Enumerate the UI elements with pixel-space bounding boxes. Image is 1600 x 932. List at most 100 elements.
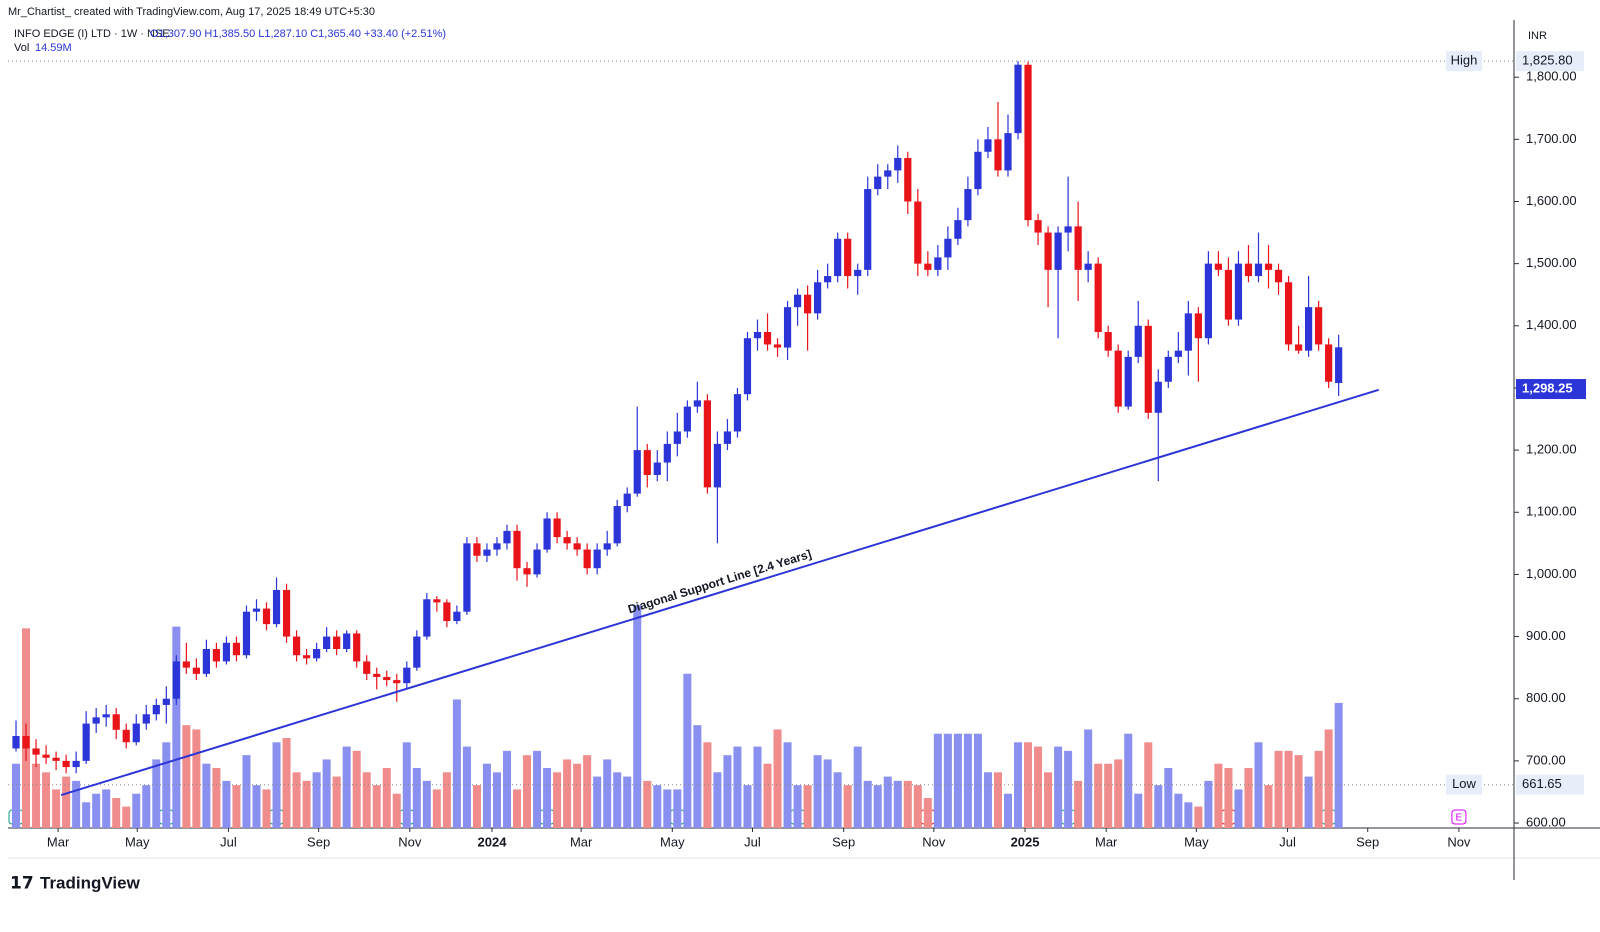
y-tick-label: 1,400.00 [1526,317,1577,332]
volume-bar [102,789,111,828]
candle-body [643,450,651,475]
candle-body [72,760,80,768]
candle-body [393,680,401,684]
volume-bar [923,798,932,828]
volume-bar [1034,746,1043,828]
volume-bar [462,746,471,828]
candle-body [302,655,311,659]
candle-body [934,257,942,270]
volume-bar [1104,763,1113,828]
volume-bar [823,759,832,828]
candle-body [874,176,882,190]
candle-body [1274,269,1283,283]
volume-bar [713,772,722,828]
volume-bar [1284,750,1293,828]
candle-body [62,760,70,768]
candle-body [232,642,241,656]
candle-body [112,714,120,730]
volume-bar [132,793,141,828]
candle-body [1214,263,1223,270]
volume-bar [232,785,241,828]
low-tag: Low [1452,776,1476,791]
volume-bar [242,755,251,828]
candle-body [713,443,722,488]
candle-body [663,443,671,463]
y-tick-label: 1,100.00 [1526,504,1577,519]
candle-body [533,549,541,575]
volume-bar [42,772,51,828]
y-tick-label: 600.00 [1526,814,1566,829]
x-tick-label: Nov [398,834,422,849]
volume-bar [1134,793,1143,828]
volume-bar [513,789,522,828]
volume-bar [933,733,942,828]
candle-body [1044,232,1052,270]
volume-bar [1234,789,1243,828]
volume-bar [1084,729,1093,828]
y-tick-label: 700.00 [1526,752,1566,767]
candle-body [313,648,321,659]
candle-body [1184,313,1192,351]
currency: INR [1528,30,1547,42]
volume-bar [1324,729,1333,828]
candle-body [834,238,842,277]
candle-body [1284,282,1293,345]
candle-body [132,723,140,743]
candle-body [673,431,681,444]
candle-body [753,332,762,339]
brand-logo: 𝟭𝟳 [10,873,34,892]
volume-bar [603,759,612,828]
volume-bar [282,738,291,828]
x-tick-label: Mar [47,834,70,849]
volume-bar [82,802,91,828]
candle-body [763,332,772,345]
x-tick-label: Sep [832,834,855,849]
volume-bar [593,776,602,828]
volume-bar [643,780,652,828]
credit: Mr_Chartist_ created with TradingView.co… [8,6,375,18]
candle-body [1064,226,1072,233]
candle-body [1014,64,1022,134]
candle-body [1094,263,1102,333]
y-tick-label: 800.00 [1526,690,1566,705]
candle-body [854,269,862,277]
candle-body [1004,133,1012,171]
y-tick-label: 1,600.00 [1526,193,1577,208]
volume-bar [1054,746,1063,828]
candle-body [32,748,40,755]
candle-body [292,636,301,656]
low-price-bg [1516,774,1584,795]
candle-body [523,568,531,575]
candle-body [984,139,992,152]
candle-body [723,431,732,444]
candle-body [773,344,782,348]
volume-bar [943,733,952,828]
volume-bar [382,768,391,828]
volume-bar [1294,755,1303,828]
candle-body [613,506,621,544]
x-tick-label: 2024 [478,834,508,849]
low-price: 661.65 [1522,776,1562,791]
volume-bar [793,785,802,828]
volume-bar [1194,806,1203,828]
volume-bar [222,780,231,828]
volume-bar [583,755,592,828]
earnings-badge [1451,809,1467,825]
volume-bar [563,759,572,828]
y-tick-label: 1,500.00 [1526,255,1577,270]
x-tick-label: May [660,834,685,849]
volume-bar [342,746,351,828]
volume-bar [873,785,882,828]
volume-bar [32,763,41,828]
volume-bar [573,763,582,828]
volume-bar [332,776,341,828]
candle-body [92,717,100,724]
candle-body [122,729,130,743]
volume-bar [543,768,552,828]
candle-body [403,667,411,684]
candle-body [453,611,461,622]
volume-bar [633,605,642,828]
volume-bar [783,742,792,828]
